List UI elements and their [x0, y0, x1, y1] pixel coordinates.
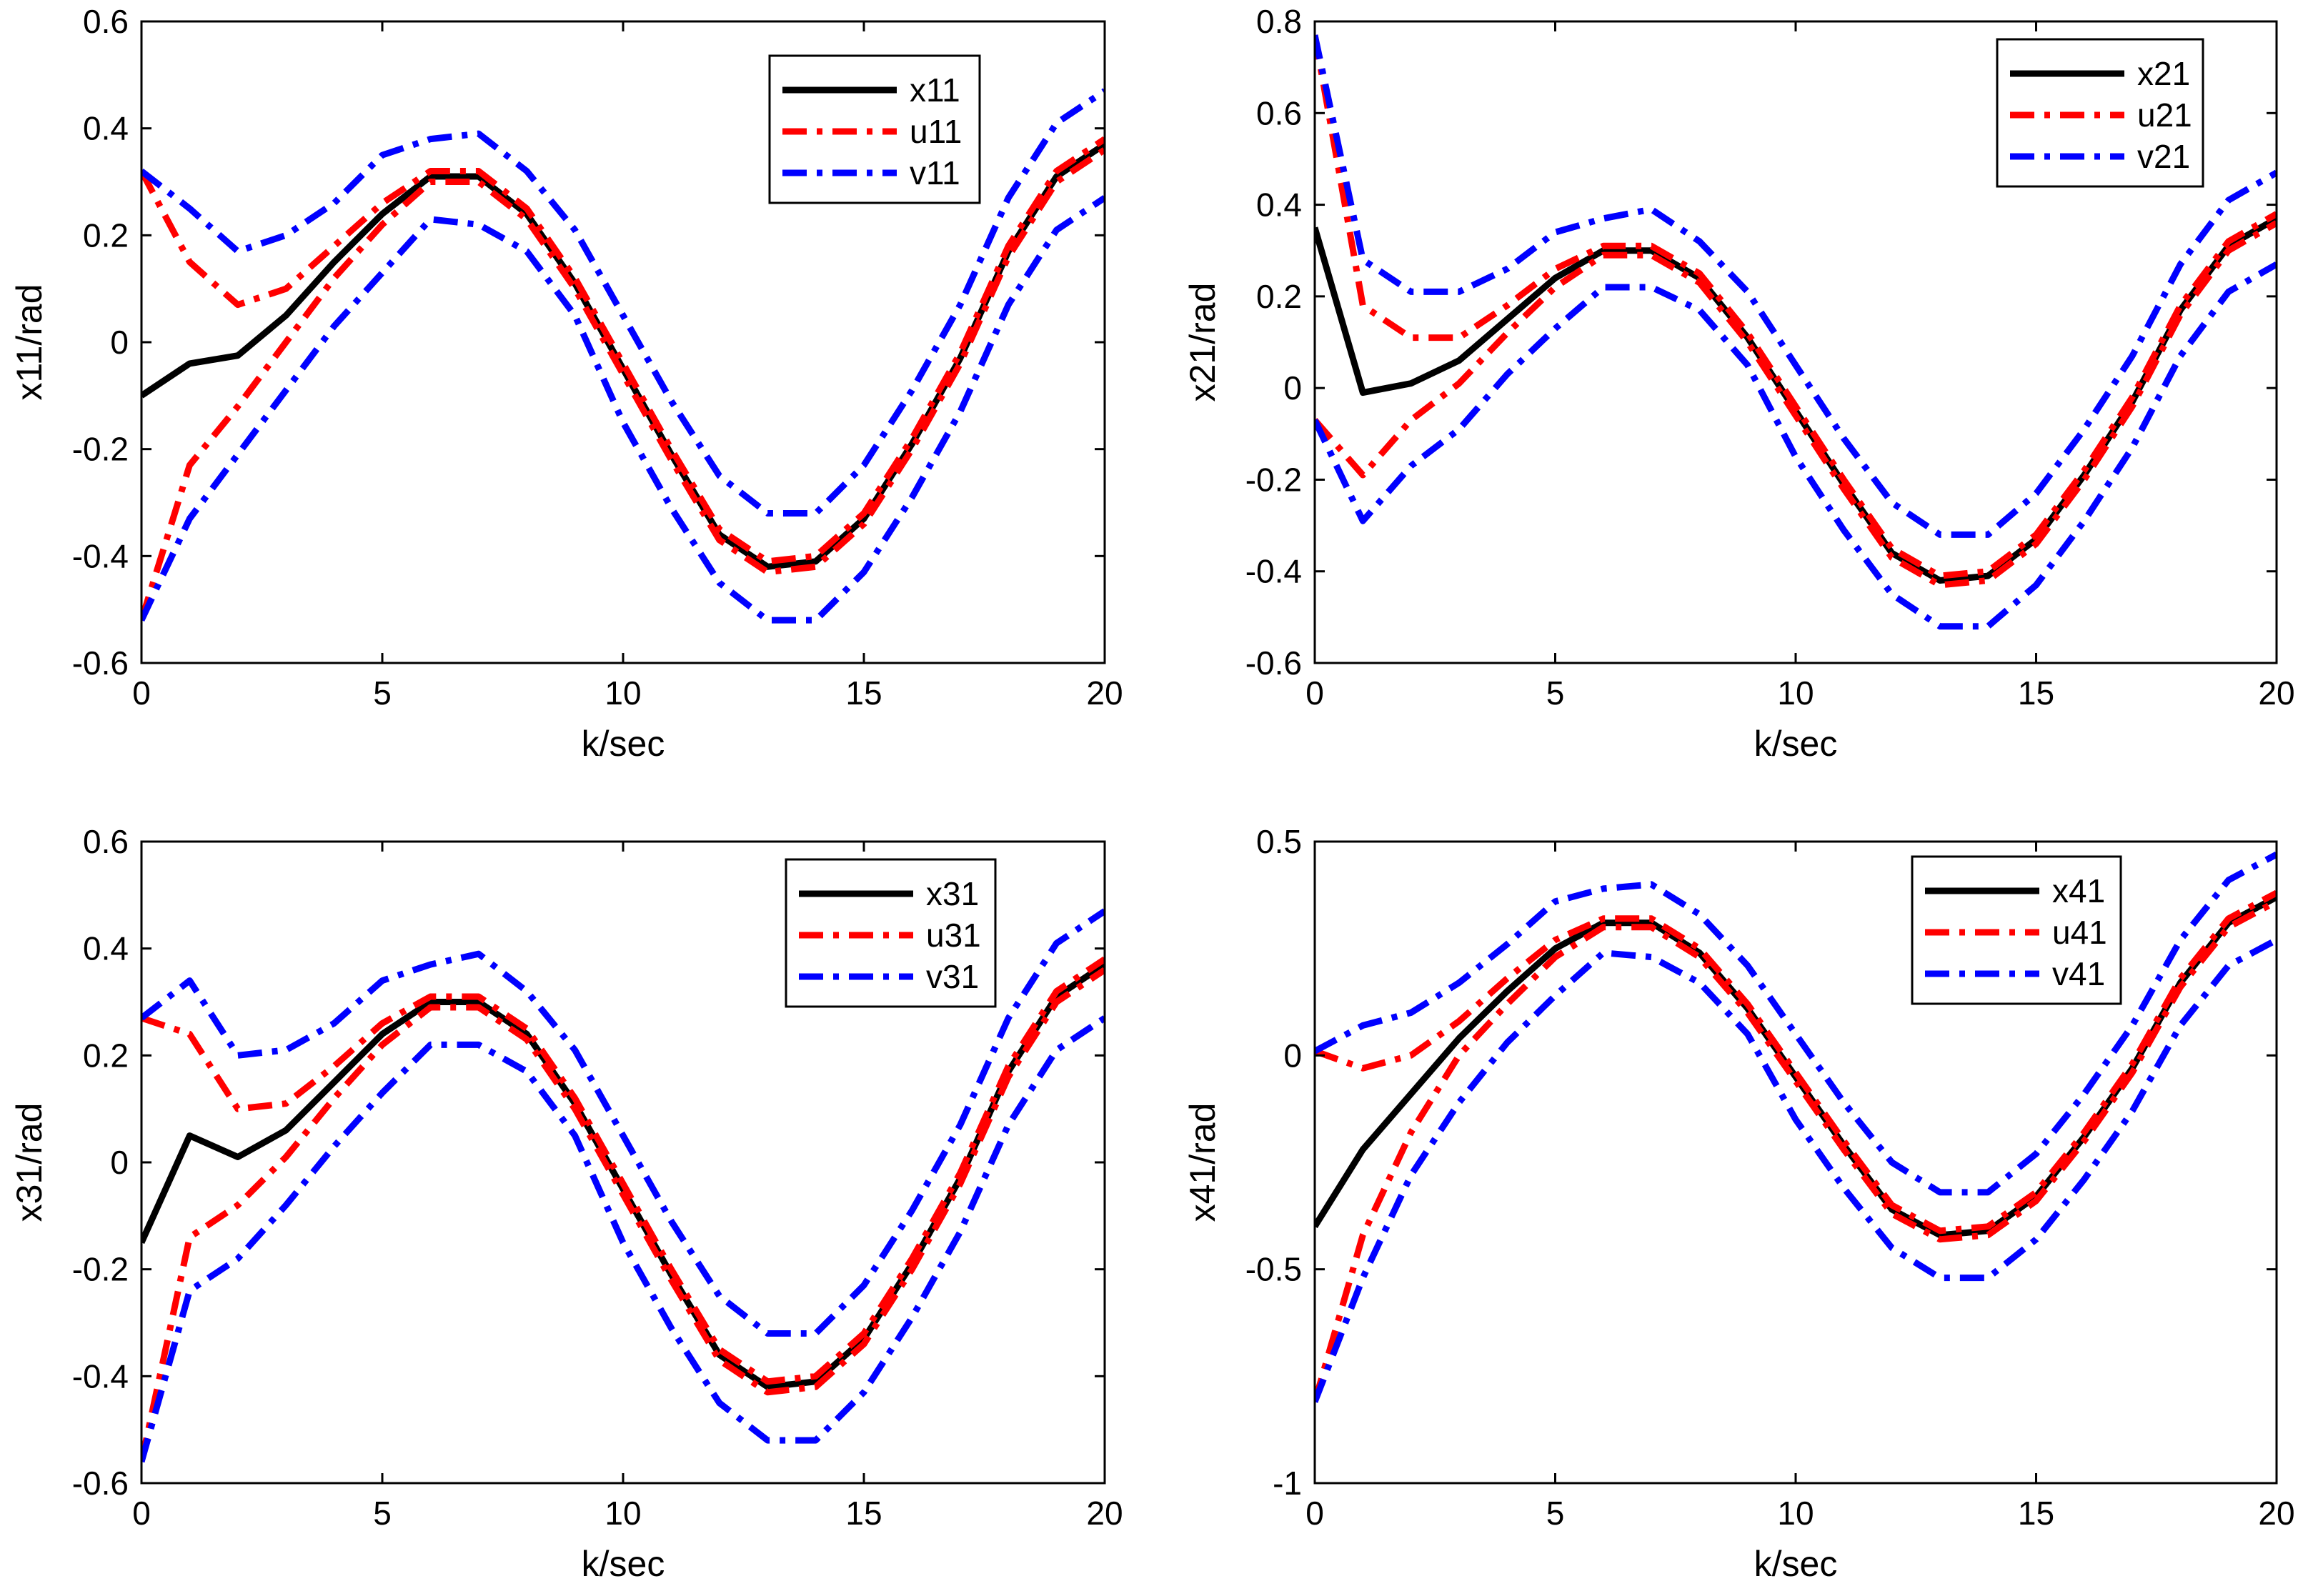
y-tick-label: -0.2 — [1245, 461, 1302, 498]
y-tick-label: 0.6 — [83, 823, 129, 860]
legend-label-v31: v31 — [926, 958, 979, 995]
x-tick-label: 20 — [1086, 1495, 1123, 1532]
series-v11-lower-bound-line — [141, 195, 1105, 624]
series-v21-lower-bound-line — [1315, 261, 2277, 630]
series-group — [141, 88, 1105, 624]
x-tick-label: 10 — [605, 1495, 641, 1532]
x-tick-label: 0 — [132, 674, 151, 712]
y-tick-label: 0.5 — [1256, 823, 1302, 860]
legend-label-v41: v41 — [2052, 955, 2105, 992]
x-tick-label: 5 — [1546, 674, 1565, 712]
series-u21-line — [1315, 34, 2277, 579]
legend-label-x11: x11 — [910, 71, 960, 109]
y-tick-label: 0 — [110, 1144, 129, 1181]
x-tick-label: 15 — [845, 674, 882, 712]
y-tick-label: -0.2 — [72, 431, 129, 468]
chart-panel-4: 0 5 10 15 20 -1 -0.5 0 0.5 k/sec x41/rad x41 u41 v41 — [1183, 823, 2295, 1584]
legend: x31 u31 v31 — [785, 858, 997, 1008]
y-tick-label: -0.4 — [72, 537, 129, 574]
legend-label-x41: x41 — [2052, 872, 2105, 909]
legend: x41 u41 v41 — [1911, 855, 2122, 1005]
chart-panel-1: 0 5 10 15 20 -0.6 -0.4 -0.2 0 0.2 0.4 0.6 k/sec x11/r… — [9, 3, 1123, 764]
legend-label-u11: u11 — [910, 113, 962, 150]
y-tick-label: -0.5 — [1245, 1251, 1302, 1288]
x-tick-label: 10 — [1777, 1495, 1814, 1532]
series-u41-line — [1315, 889, 2277, 1235]
series-u41-lower-bound-line — [1315, 898, 2277, 1403]
series-u21-lower-bound-line — [1315, 220, 2277, 589]
y-tick-label: 0.8 — [1256, 3, 1302, 40]
y-tick-label: 0.4 — [83, 930, 129, 967]
series-u11-line — [141, 136, 1105, 565]
series-u31-lower-bound-line — [141, 967, 1105, 1463]
x-tick-label: 20 — [2258, 674, 2294, 712]
x-tick-label: 15 — [2018, 674, 2054, 712]
legend-label-v21: v21 — [2137, 138, 2190, 175]
legend-label-x31: x31 — [926, 875, 979, 912]
series-group — [1315, 34, 2277, 630]
series-v21-line — [1315, 34, 2277, 538]
y-tick-label: -0.6 — [1245, 644, 1302, 682]
y-tick-label: 0.2 — [83, 216, 129, 254]
x-tick-label: 20 — [2258, 1495, 2294, 1532]
y-tick-label: 0.2 — [83, 1037, 129, 1074]
series-v11-line — [141, 88, 1105, 517]
y-axis-label: x11/rad — [9, 284, 49, 400]
y-tick-label: 0.4 — [83, 110, 129, 147]
legend: x21 u21 v21 — [1996, 38, 2204, 188]
series-group — [141, 908, 1105, 1463]
series-u31-line — [141, 956, 1105, 1385]
x-tick-label: 5 — [373, 1495, 392, 1532]
y-tick-label: 0 — [1283, 1037, 1302, 1074]
series-v31-lower-bound-line — [141, 1015, 1105, 1463]
legend: x11 u11 v11 — [768, 54, 981, 204]
series-v41-line — [1315, 852, 2277, 1196]
x-axis-label: k/sec — [1754, 1544, 1838, 1584]
y-tick-label: 0.4 — [1256, 186, 1302, 224]
chart-panel-3: 0 5 10 15 20 -0.6 -0.4 -0.2 0 0.2 0.4 0.6 k/sec x31/r… — [9, 823, 1123, 1584]
x-axis-label: k/sec — [582, 724, 665, 764]
chart-panel-2: 0 5 10 15 20 -0.6 -0.4 -0.2 0 0.2 0.4 0.6 0.8 k/sec x2… — [1183, 3, 2295, 764]
legend-label-u41: u41 — [2052, 914, 2107, 951]
y-tick-label: 0 — [1283, 369, 1302, 407]
legend-label-u21: u21 — [2137, 96, 2192, 134]
y-axis-label: x21/rad — [1183, 283, 1223, 402]
series-v31-line — [141, 908, 1105, 1337]
y-axis-label: x41/rad — [1183, 1103, 1223, 1222]
y-tick-label: -0.4 — [1245, 553, 1302, 590]
y-tick-label: -0.6 — [72, 644, 129, 682]
y-tick-label: -0.4 — [72, 1357, 129, 1395]
y-tick-label: 0 — [110, 324, 129, 361]
y-tick-label: 0.6 — [83, 3, 129, 40]
x-tick-label: 10 — [1777, 674, 1814, 712]
x-tick-label: 5 — [1546, 1495, 1565, 1532]
x-axis-label: k/sec — [582, 1544, 665, 1584]
x-tick-label: 15 — [845, 1495, 882, 1532]
x-tick-label: 5 — [373, 674, 392, 712]
y-tick-label: -0.6 — [72, 1465, 129, 1502]
x-tick-label: 0 — [1305, 674, 1324, 712]
x-tick-label: 15 — [2018, 1495, 2054, 1532]
plot-area — [1315, 842, 2277, 1483]
y-tick-label: -0.2 — [72, 1251, 129, 1288]
x-axis-label: k/sec — [1754, 724, 1838, 764]
y-axis-label: x31/rad — [9, 1103, 49, 1222]
y-tick-label: 0.6 — [1256, 94, 1302, 131]
legend-label-u31: u31 — [926, 917, 981, 954]
x-tick-label: 10 — [605, 674, 641, 712]
x-tick-label: 0 — [1305, 1495, 1324, 1532]
x-tick-label: 0 — [132, 1495, 151, 1532]
legend-label-v11: v11 — [910, 154, 960, 191]
y-tick-label: 0.2 — [1256, 278, 1302, 315]
legend-label-x21: x21 — [2137, 55, 2190, 92]
y-tick-label: -1 — [1273, 1465, 1302, 1502]
x-tick-label: 20 — [1086, 674, 1123, 712]
series-v41-lower-bound-line — [1315, 937, 2277, 1403]
series-group — [1315, 852, 2277, 1403]
